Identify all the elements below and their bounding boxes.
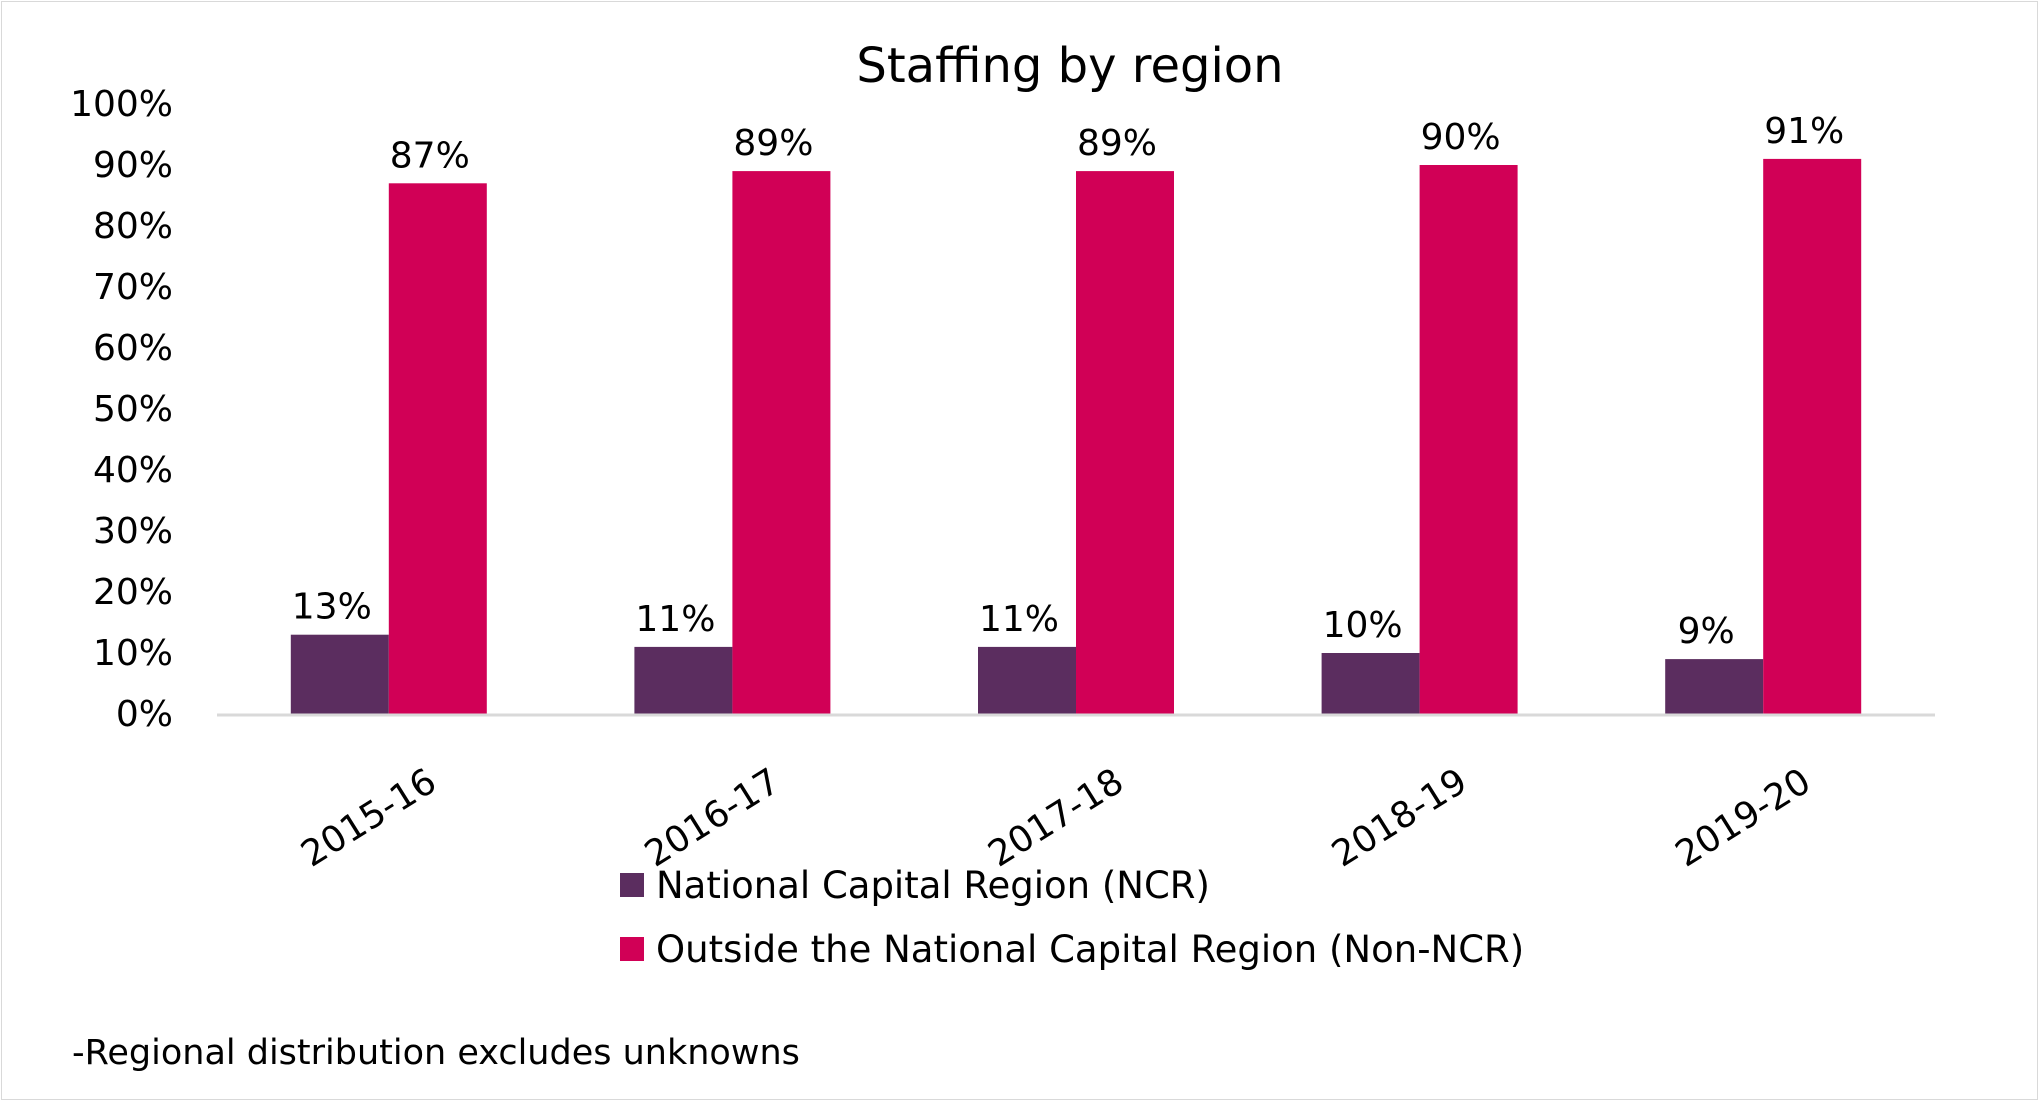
chart-title: Staffing by region xyxy=(856,38,1283,94)
data-label: 89% xyxy=(733,123,813,164)
non-ncr-bar-2017-18 xyxy=(1076,171,1174,715)
y-tick-label: 70% xyxy=(93,267,173,308)
y-tick-label: 100% xyxy=(70,84,173,125)
x-tick-label: 2018-19 xyxy=(1325,761,1474,875)
ncr-bar-2017-18 xyxy=(978,646,1076,714)
x-axis: 2015-16 2016-17 2017-18 2018-19 2019-20 xyxy=(294,761,1818,875)
bar-group xyxy=(290,158,1862,715)
data-label: 13% xyxy=(292,587,372,628)
legend-label: Outside the National Capital Region (Non… xyxy=(656,928,1524,971)
y-tick-label: 50% xyxy=(93,389,173,430)
data-label: 11% xyxy=(635,599,715,640)
y-tick-label: 40% xyxy=(93,450,173,491)
data-label: 90% xyxy=(1421,117,1501,158)
legend-swatch xyxy=(620,873,644,897)
y-tick-label: 10% xyxy=(93,633,173,674)
y-tick-label: 30% xyxy=(93,511,173,552)
data-label: 91% xyxy=(1764,111,1844,152)
data-label: 11% xyxy=(979,599,1059,640)
legend-swatch xyxy=(620,937,644,961)
x-tick-label: 2016-17 xyxy=(638,761,787,875)
data-label: 10% xyxy=(1323,605,1403,646)
non-ncr-bar-2016-17 xyxy=(732,171,831,715)
y-tick-label: 20% xyxy=(93,572,173,613)
ncr-bar-2018-19 xyxy=(1321,653,1420,714)
non-ncr-bar-2015-16 xyxy=(388,183,487,715)
ncr-bar-2019-20 xyxy=(1665,659,1764,714)
footnote: -Regional distribution excludes unknowns xyxy=(72,1033,800,1073)
legend: National Capital Region (NCR) Outside the… xyxy=(620,864,1524,971)
data-label: 89% xyxy=(1077,123,1157,164)
ncr-bar-2016-17 xyxy=(634,646,733,714)
y-tick-label: 0% xyxy=(116,694,173,735)
x-tick-label: 2019-20 xyxy=(1669,761,1818,875)
y-axis: 0% 10% 20% 30% 40% 50% 60% 70% 80% 90% 100% xyxy=(70,84,173,735)
x-tick-label: 2017-18 xyxy=(981,761,1130,875)
legend-label: National Capital Region (NCR) xyxy=(656,864,1210,907)
non-ncr-bar-2018-19 xyxy=(1419,165,1518,714)
y-tick-label: 60% xyxy=(93,328,173,369)
y-tick-label: 90% xyxy=(93,145,173,186)
data-label-group: 13% 11% 11% 10% 9% 87% 89% 89% 90% 91% xyxy=(292,111,1844,652)
data-label: 87% xyxy=(390,135,470,176)
x-tick-label: 2015-16 xyxy=(294,761,443,875)
data-label: 9% xyxy=(1678,611,1735,652)
ncr-bar-2015-16 xyxy=(290,634,389,714)
non-ncr-bar-2019-20 xyxy=(1763,158,1862,714)
y-tick-label: 80% xyxy=(93,206,173,247)
